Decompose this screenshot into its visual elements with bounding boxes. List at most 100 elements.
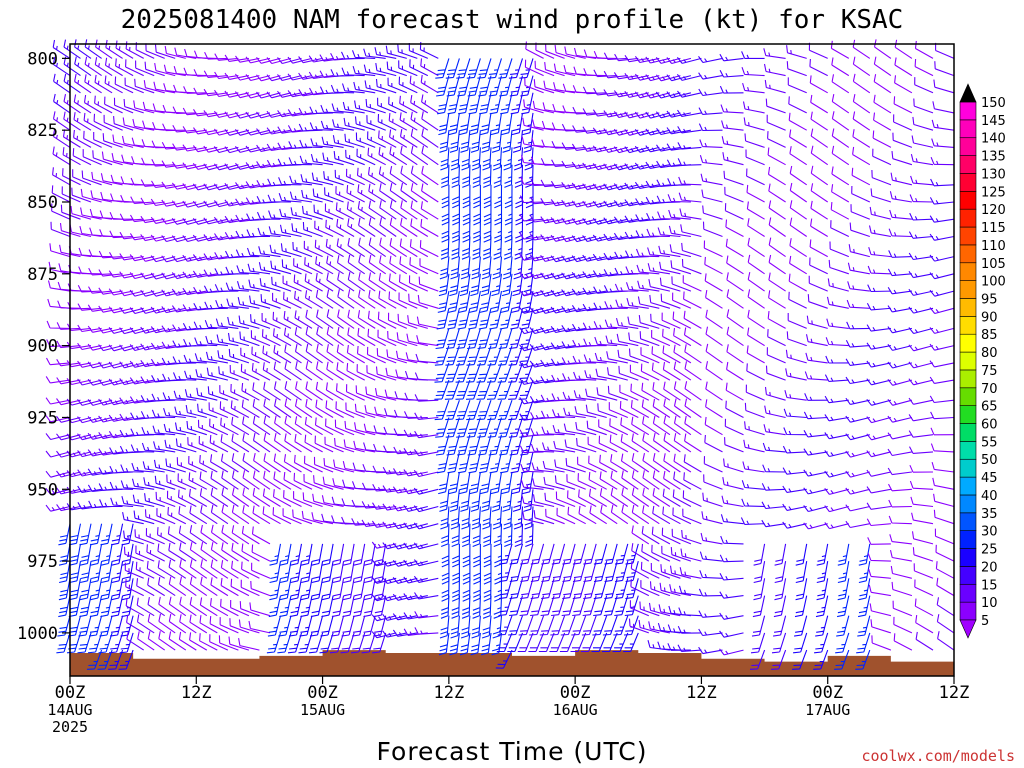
wind-barb <box>247 263 271 275</box>
wind-barb <box>698 107 723 115</box>
wind-barb <box>575 422 597 436</box>
wind-barb <box>831 145 850 166</box>
wind-barb <box>294 416 313 436</box>
wind-barb <box>888 515 912 525</box>
wind-barb <box>120 464 144 473</box>
wind-barb <box>171 161 197 169</box>
colorbar-cell <box>959 191 977 210</box>
wind-barb <box>372 502 397 510</box>
wind-barb <box>300 578 313 601</box>
wind-barb <box>646 228 670 238</box>
wind-barb <box>810 183 829 203</box>
wind-barb <box>467 75 481 97</box>
wind-barb <box>487 345 503 366</box>
wind-barb <box>449 632 460 656</box>
wind-barb <box>242 452 260 473</box>
wind-barb <box>774 578 787 601</box>
wind-barb <box>203 128 229 136</box>
wind-barb <box>111 543 124 566</box>
wind-barb <box>793 632 808 654</box>
colorbar-cell <box>959 155 977 174</box>
wind-barb <box>460 130 471 153</box>
wind-barb <box>347 271 366 292</box>
wind-barb <box>154 44 176 59</box>
wind-barb <box>421 165 439 186</box>
wind-barb <box>571 143 597 151</box>
wind-barb <box>459 471 471 495</box>
wind-barb <box>227 332 250 347</box>
colorbar-cell <box>959 423 977 442</box>
wind-barb <box>89 523 103 546</box>
wind-barb <box>603 128 628 136</box>
wind-barb <box>459 632 471 656</box>
wind-barb <box>263 415 281 436</box>
credit-link[interactable]: coolwx.com/models <box>861 747 1015 765</box>
wind-barb <box>491 130 503 153</box>
wind-barb <box>375 78 397 94</box>
wind-barb <box>273 432 292 453</box>
wind-barb <box>866 324 891 332</box>
wind-barb <box>826 318 849 329</box>
wind-barb <box>493 236 503 260</box>
wind-barb <box>582 162 607 170</box>
wind-barb <box>226 298 249 309</box>
wind-barb <box>240 347 260 364</box>
wind-barb <box>246 229 270 238</box>
wind-barb <box>503 506 513 530</box>
wind-barb <box>628 348 649 364</box>
wind-barb <box>284 415 302 436</box>
wind-barb <box>304 434 323 453</box>
wind-barb <box>604 543 618 565</box>
wind-barb <box>229 364 250 381</box>
wind-barb <box>439 130 450 153</box>
wind-barb <box>662 362 681 381</box>
colorbar-tick-label: 90 <box>981 310 998 325</box>
wind-barb <box>438 632 450 656</box>
colorbar-tick-label: 60 <box>981 418 998 433</box>
wind-barb <box>357 201 376 220</box>
wind-barb <box>540 198 565 206</box>
wind-barb <box>173 390 197 401</box>
wind-barb <box>677 126 702 134</box>
wind-barb <box>189 576 208 597</box>
wind-barb <box>679 208 702 220</box>
wind-barb <box>624 595 639 617</box>
wind-barb <box>129 344 155 352</box>
wind-barb <box>747 237 765 258</box>
wind-barb <box>371 559 397 567</box>
wind-barb <box>189 596 208 617</box>
wind-barb <box>561 272 586 280</box>
wind-barb <box>174 406 197 419</box>
wind-barb <box>193 321 218 330</box>
wind-barb <box>477 58 492 79</box>
wind-barb <box>304 257 323 275</box>
wind-barb <box>680 548 702 562</box>
wind-barb <box>414 394 439 402</box>
wind-barb <box>90 190 113 203</box>
wind-barb <box>414 430 439 439</box>
wind-barb <box>529 254 555 262</box>
wind-barb <box>701 511 723 525</box>
wind-barb <box>908 327 934 335</box>
wind-barb <box>580 632 597 653</box>
colorbar-cell <box>959 530 977 549</box>
wind-barb <box>321 136 344 148</box>
wind-barb <box>457 75 471 97</box>
wind-barb <box>237 296 260 309</box>
wind-barb <box>561 160 586 169</box>
wind-barb <box>786 61 807 77</box>
wind-barb <box>90 578 103 601</box>
wind-barb <box>719 630 744 638</box>
wind-barb <box>363 48 386 59</box>
wind-barb <box>638 315 660 329</box>
wind-barb <box>135 561 155 579</box>
colorbar-tick-label: 140 <box>981 132 1006 147</box>
wind-barb <box>266 74 292 82</box>
wind-barb <box>929 197 955 205</box>
wind-barb <box>637 296 660 309</box>
wind-barb <box>629 600 650 617</box>
wind-barb <box>512 489 524 512</box>
wind-barb <box>639 331 660 347</box>
y-tick-label: 925 <box>27 408 58 428</box>
wind-barb <box>45 415 71 423</box>
